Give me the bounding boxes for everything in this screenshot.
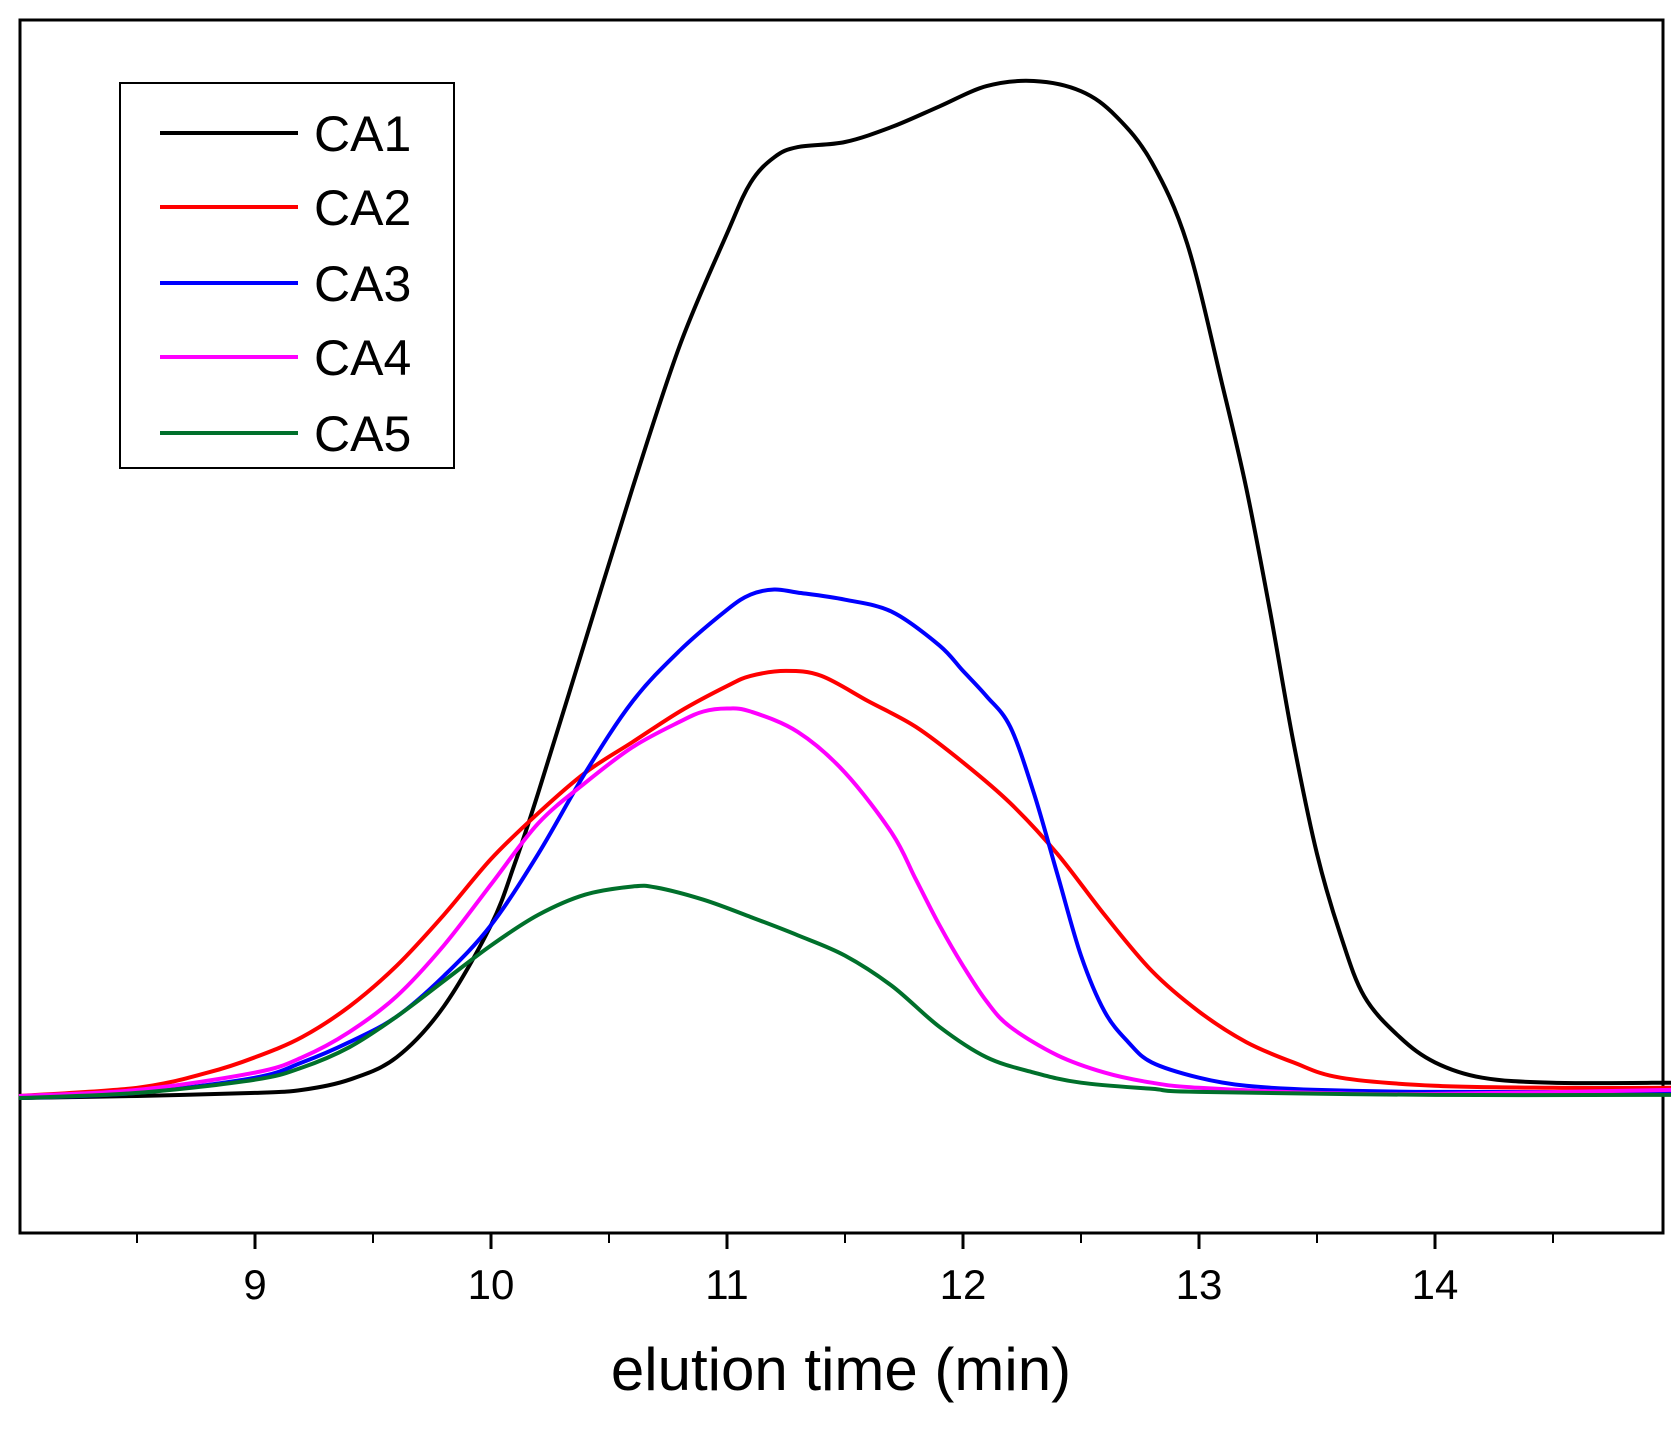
x-tick-label: 11 — [705, 1261, 749, 1308]
x-axis-ticks — [136, 1233, 1554, 1249]
series-line-ca1 — [18, 78, 1672, 1100]
series-line-ca5 — [18, 883, 1672, 1100]
legend-label-ca3: CA3 — [314, 256, 411, 312]
legend-label-ca4: CA4 — [314, 330, 411, 386]
legend-box — [119, 82, 455, 469]
x-tick-label: 12 — [940, 1261, 987, 1308]
x-tick-label: 14 — [1412, 1261, 1459, 1308]
series-layer — [18, 78, 1672, 1100]
x-axis-tick-labels: 9 10 11 12 13 14 — [243, 1261, 1458, 1308]
legend-label-ca5: CA5 — [314, 406, 411, 462]
series-line-ca3 — [18, 587, 1672, 1100]
x-axis-title: elution time (min) — [611, 1336, 1071, 1403]
legend-label-ca2: CA2 — [314, 180, 411, 236]
x-tick-label: 13 — [1176, 1261, 1223, 1308]
plot-frame — [18, 18, 1665, 1235]
x-tick-label: 10 — [468, 1261, 515, 1308]
legend-label-ca1: CA1 — [314, 106, 411, 162]
x-tick-label: 9 — [243, 1261, 266, 1308]
series-line-ca2 — [18, 668, 1672, 1098]
series-line-ca4 — [18, 706, 1672, 1098]
legend: CA1 CA2 CA3 CA4 CA5 — [119, 82, 455, 469]
